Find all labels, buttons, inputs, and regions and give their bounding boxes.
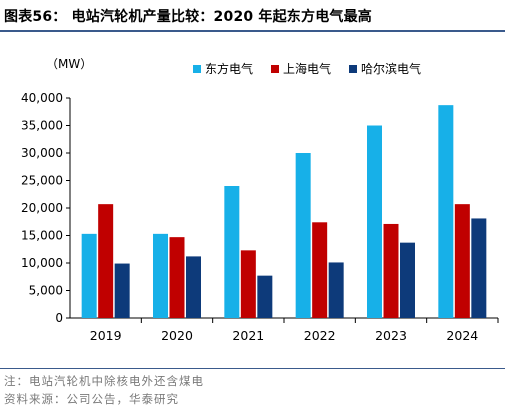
source-note: 资料来源：公司公告，华泰研究 — [4, 392, 179, 406]
x-tick-label: 2019 — [90, 328, 122, 343]
y-unit-label: （MW） — [46, 57, 93, 71]
footnote: 注：电站汽轮机中除核电外还含煤电 — [4, 374, 204, 388]
x-tick-label: 2023 — [375, 328, 407, 343]
y-tick-label: 15,000 — [21, 229, 63, 243]
bar — [81, 233, 97, 318]
bar — [400, 242, 415, 318]
bar — [383, 223, 399, 318]
bar — [114, 263, 130, 318]
y-tick-label: 40,000 — [21, 91, 63, 105]
legend: 东方电气 上海电气 哈尔滨电气 — [193, 60, 421, 77]
bar — [153, 233, 168, 318]
x-tick-label: 2022 — [304, 328, 336, 343]
bar — [98, 204, 114, 318]
x-tick-label: 2021 — [232, 328, 264, 343]
bar — [169, 237, 185, 318]
y-tick-label: 10,000 — [21, 256, 63, 270]
bar — [454, 204, 470, 318]
legend-swatch-dongfang — [193, 64, 201, 73]
bar — [186, 256, 201, 318]
bar — [438, 105, 454, 319]
legend-item-dongfang: 东方电气 — [193, 60, 253, 77]
chart-title: 图表56： 电站汽轮机产量比较：2020 年起东方电气最高 — [4, 9, 372, 25]
bar — [240, 250, 256, 318]
y-tick-label: 35,000 — [21, 119, 63, 133]
legend-swatch-harbin — [349, 64, 358, 73]
bar — [224, 186, 240, 318]
legend-item-harbin: 哈尔滨电气 — [349, 60, 421, 77]
y-tick-label: 25,000 — [21, 174, 63, 188]
y-tick-label: 30,000 — [21, 146, 63, 160]
legend-label-dongfang: 东方电气 — [205, 62, 254, 76]
legend-item-shanghai: 上海电气 — [271, 60, 331, 77]
bar — [328, 262, 344, 318]
bar — [312, 222, 328, 318]
legend-swatch-shanghai — [271, 64, 280, 73]
title-rule — [0, 30, 505, 32]
y-tick-label: 0 — [55, 311, 63, 325]
footer-rule — [0, 368, 505, 369]
bar — [257, 275, 273, 318]
bar — [295, 153, 311, 318]
x-tick-label: 2024 — [446, 328, 478, 343]
legend-label-harbin: 哈尔滨电气 — [361, 62, 422, 76]
y-tick-label: 5,000 — [29, 284, 63, 298]
bar — [471, 218, 487, 318]
bar — [367, 125, 382, 318]
legend-label-shanghai: 上海电气 — [283, 62, 332, 76]
y-tick-label: 20,000 — [21, 201, 63, 215]
x-tick-label: 2020 — [161, 328, 193, 343]
